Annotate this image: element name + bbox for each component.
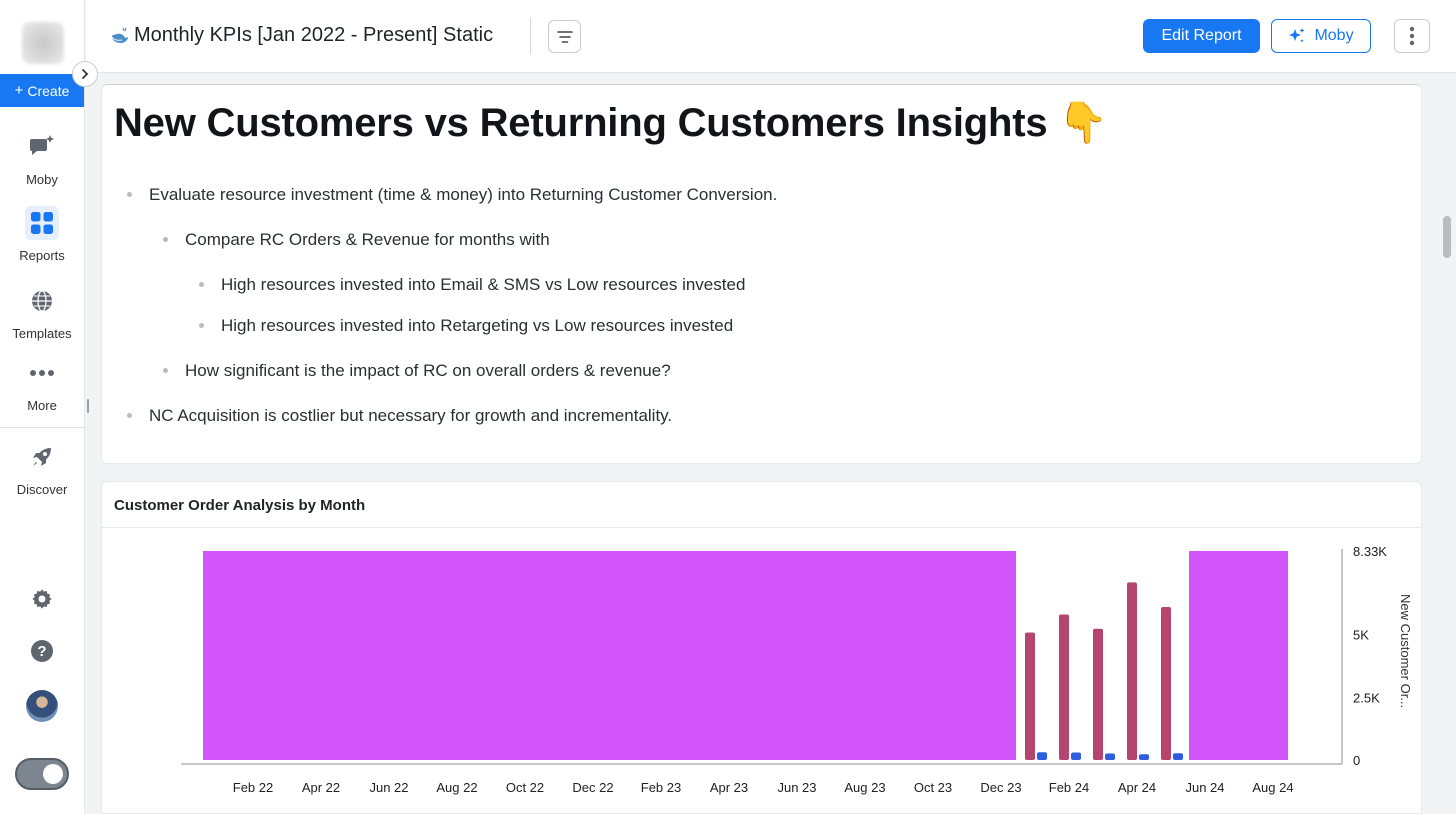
chat-sparkle-icon: [25, 130, 59, 164]
sidebar-resize-handle[interactable]: [87, 399, 89, 413]
sidebar-item-label: More: [27, 398, 57, 413]
filter-lines-icon: [556, 30, 573, 43]
x-tick-label: Feb 23: [641, 780, 681, 795]
bar-blue: [1173, 753, 1183, 760]
bullet-item: High resources invested into Retargeting…: [221, 316, 734, 335]
x-tick-label: Dec 23: [980, 780, 1021, 795]
filter-button[interactable]: [548, 20, 581, 53]
more-options-button[interactable]: [1394, 19, 1430, 53]
x-tick-label: Aug 23: [844, 780, 885, 795]
chart-header-divider: [102, 527, 1421, 528]
edit-report-button[interactable]: Edit Report: [1143, 19, 1260, 53]
create-button[interactable]: + Create: [0, 74, 84, 107]
rocket-icon: [25, 440, 59, 474]
customer-order-chart: Feb 22 Apr 22 Jun 22 Aug 22 Oct 22 Dec 22 Feb …: [181, 544, 1413, 795]
header-divider: [530, 18, 531, 54]
grid-icon: [25, 206, 59, 240]
x-tick-label: Dec 22: [572, 780, 613, 795]
bar-red: [1025, 632, 1035, 760]
sidebar-divider: [0, 427, 84, 428]
scrollbar-track[interactable]: [1438, 74, 1456, 814]
bullet-dot: [163, 368, 168, 373]
bar-blue: [1071, 752, 1081, 760]
bullet-item: Evaluate resource investment (time & mon…: [149, 185, 778, 204]
bullet-dot: [163, 237, 168, 242]
x-tick-label: Oct 22: [506, 780, 544, 795]
bar-red: [1161, 606, 1171, 760]
whale-icon: [111, 27, 128, 43]
svg-text:?: ?: [37, 643, 46, 660]
insights-card: New Customers vs Returning Customers Ins…: [101, 84, 1422, 464]
x-tick-label: Apr 22: [302, 780, 340, 795]
bar-blue: [1139, 754, 1149, 760]
x-tick-label: Jun 24: [1185, 780, 1224, 795]
sidebar-item-label: Templates: [12, 326, 72, 341]
globe-icon: [25, 284, 59, 318]
sidebar: + Create Moby: [0, 0, 98, 814]
sidebar-item-reports[interactable]: Reports: [0, 206, 84, 263]
kebab-menu-icon: [1409, 26, 1415, 46]
x-tick-label: Apr 24: [1118, 780, 1156, 795]
chart-card: Customer Order Analysis by Month Feb 22 A…: [101, 481, 1422, 814]
moby-button-label: Moby: [1314, 27, 1354, 44]
x-tick-label: Apr 23: [710, 780, 748, 795]
bullet-item: NC Acquisition is costlier but necessary…: [149, 406, 673, 425]
x-tick-label: Feb 24: [1049, 780, 1089, 795]
y-tick-label: 8.33K: [1353, 544, 1387, 559]
bullet-item: How significant is the impact of RC on o…: [185, 361, 671, 380]
scrollbar-thumb[interactable]: [1443, 216, 1451, 258]
create-label: Create: [27, 82, 70, 99]
y-tick-label: 0: [1353, 753, 1360, 768]
bullet-item: High resources invested into Email & SMS…: [221, 275, 746, 294]
sidebar-item-moby[interactable]: Moby: [0, 130, 84, 187]
bullet-dot: [199, 282, 204, 287]
y-axis-title: New Customer Or...: [1398, 594, 1413, 708]
x-tick-label: Oct 23: [914, 780, 952, 795]
bullet-dot: [127, 192, 132, 197]
x-tick-label: Aug 24: [1252, 780, 1293, 795]
bar-red: [1093, 628, 1103, 760]
y-tick-label: 2.5K: [1353, 690, 1380, 705]
moby-button[interactable]: Moby: [1271, 19, 1371, 53]
insights-heading: New Customers vs Returning Customers Ins…: [114, 101, 1108, 145]
bullet-dot: [127, 413, 132, 418]
sidebar-item-discover[interactable]: Discover: [0, 440, 84, 497]
gear-icon[interactable]: [28, 585, 56, 613]
avatar[interactable]: [26, 690, 58, 722]
theme-toggle[interactable]: [15, 758, 69, 790]
bar-red: [1059, 614, 1069, 760]
help-icon[interactable]: ?: [28, 637, 56, 665]
report-header: Monthly KPIs [Jan 2022 - Present] Static…: [86, 0, 1456, 73]
sidebar-item-label: Moby: [26, 172, 58, 187]
sparkle-icon: [1289, 28, 1305, 43]
sidebar-item-label: Reports: [19, 248, 65, 263]
workspace-logo[interactable]: [22, 22, 64, 64]
sidebar-item-more[interactable]: More: [0, 356, 84, 413]
bullet-dot: [199, 323, 204, 328]
x-tick-label: Jun 23: [777, 780, 816, 795]
plus-icon: +: [14, 82, 24, 99]
chevron-right-icon: [82, 69, 89, 79]
highlight-band: [1189, 551, 1288, 760]
y-tick-label: 5K: [1353, 628, 1369, 643]
x-tick-label: Jun 22: [369, 780, 408, 795]
bar-red: [1127, 582, 1137, 760]
bar-blue: [1037, 752, 1047, 760]
bar-blue: [1105, 753, 1115, 760]
sidebar-item-templates[interactable]: Templates: [0, 284, 84, 341]
sidebar-collapse-button[interactable]: [72, 61, 98, 87]
bullet-item: Compare RC Orders & Revenue for months w…: [185, 230, 550, 249]
x-tick-label: Aug 22: [436, 780, 477, 795]
sidebar-item-label: Discover: [16, 482, 68, 497]
toggle-knob: [43, 764, 63, 784]
page-title: Monthly KPIs [Jan 2022 - Present] Static: [134, 24, 494, 46]
highlight-band: [203, 551, 1016, 760]
x-tick-label: Feb 22: [233, 780, 273, 795]
chart-title: Customer Order Analysis by Month: [114, 497, 366, 514]
ellipsis-icon: [25, 356, 59, 390]
